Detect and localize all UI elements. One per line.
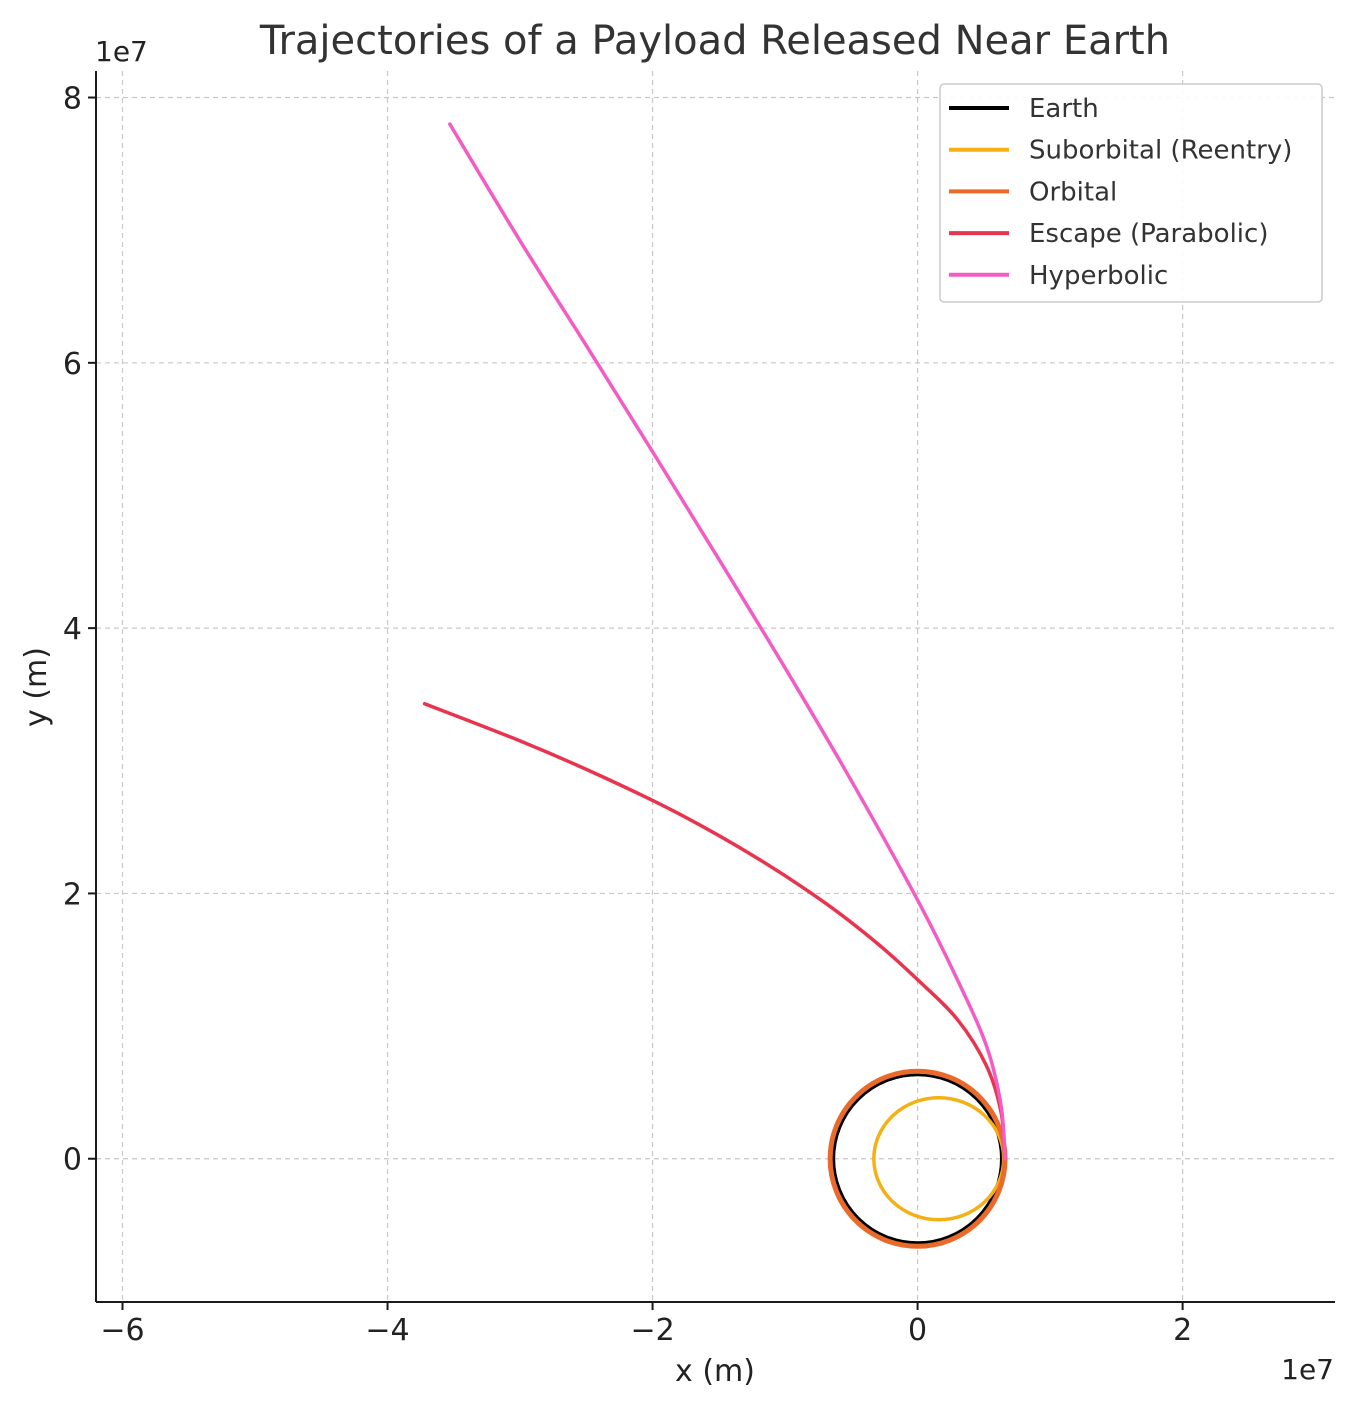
legend-label: Earth xyxy=(1029,94,1099,124)
grid-lines xyxy=(96,71,1335,1302)
chart-title: Trajectories of a Payload Released Near … xyxy=(259,18,1170,64)
series-hyperbolic xyxy=(448,122,1007,1161)
y-tick-label: 6 xyxy=(63,347,82,382)
legend-label: Suborbital (Reentry) xyxy=(1029,136,1292,166)
x-axis-offset-label: 1e7 xyxy=(1281,1353,1334,1386)
legend-box xyxy=(939,83,1323,303)
x-tick-label: −6 xyxy=(100,1313,144,1348)
legend-label: Hyperbolic xyxy=(1029,261,1168,291)
y-tick-label: 0 xyxy=(63,1143,82,1178)
y-axis-offset-label: 1e7 xyxy=(95,35,148,68)
x-axis-label: x (m) xyxy=(675,1354,755,1389)
series-escape-parabolic xyxy=(422,701,1007,1161)
y-tick-label: 4 xyxy=(63,612,82,647)
series-suborbital-reentry xyxy=(872,1095,1006,1222)
legend-label: Escape (Parabolic) xyxy=(1029,219,1268,249)
y-tick-label: 2 xyxy=(63,877,82,912)
x-tick-label: 0 xyxy=(908,1313,927,1348)
y-tick-label: 8 xyxy=(63,82,82,117)
x-tick-label: −2 xyxy=(630,1313,674,1348)
x-tick-label: −4 xyxy=(365,1313,409,1348)
y-axis-label: y (m) xyxy=(19,647,54,727)
legend-label: Orbital xyxy=(1029,177,1117,207)
x-tick-label: 2 xyxy=(1173,1313,1192,1348)
data-series xyxy=(422,122,1008,1249)
legend: Earth Suborbital (Reentry) Orbital Escape (… xyxy=(939,83,1323,303)
axes: −6 −4 −2 0 2 0 2 4 6 8 xyxy=(63,71,1335,1348)
